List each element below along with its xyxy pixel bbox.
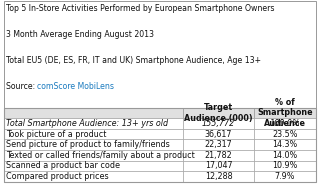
Text: Top 5 In-Store Activities Performed by European Smartphone Owners: Top 5 In-Store Activities Performed by E…	[6, 4, 274, 13]
Text: Took picture of a product: Took picture of a product	[6, 130, 107, 139]
Bar	[4, 139, 183, 150]
Text: Texted or called friends/family about a product: Texted or called friends/family about a …	[6, 151, 195, 160]
Text: 14.3%: 14.3%	[272, 140, 298, 149]
Bar	[254, 108, 316, 118]
Text: 10.9%: 10.9%	[272, 161, 298, 170]
Bar	[183, 171, 254, 182]
Text: 21,782: 21,782	[205, 151, 232, 160]
Text: Total EU5 (DE, ES, FR, IT and UK) Smartphone Audience, Age 13+: Total EU5 (DE, ES, FR, IT and UK) Smartp…	[6, 56, 261, 65]
Bar	[4, 108, 316, 182]
Bar	[183, 129, 254, 139]
Bar	[4, 108, 183, 118]
Text: 12,288: 12,288	[205, 172, 232, 181]
Bar	[4, 171, 183, 182]
Bar	[183, 139, 254, 150]
Bar	[183, 118, 254, 129]
Bar	[4, 150, 183, 161]
Text: Scanned a product bar code: Scanned a product bar code	[6, 161, 120, 170]
Text: Target
Audience (000): Target Audience (000)	[184, 103, 253, 123]
Text: 23.5%: 23.5%	[272, 130, 298, 139]
Text: 14.0%: 14.0%	[272, 151, 298, 160]
Bar	[4, 118, 183, 129]
Text: Compared product prices: Compared product prices	[6, 172, 109, 181]
Bar	[183, 161, 254, 171]
Bar	[254, 171, 316, 182]
Text: 155,772: 155,772	[202, 119, 235, 128]
Text: 100.0%: 100.0%	[270, 119, 300, 128]
Bar	[254, 161, 316, 171]
Text: Total Smartphone Audience: 13+ yrs old: Total Smartphone Audience: 13+ yrs old	[6, 119, 169, 128]
Text: 36,617: 36,617	[205, 130, 232, 139]
Text: Send picture of product to family/friends: Send picture of product to family/friend…	[6, 140, 170, 149]
Text: 22,317: 22,317	[205, 140, 232, 149]
Bar	[4, 161, 183, 171]
Bar	[4, 1, 316, 108]
Bar	[4, 129, 183, 139]
Text: Source:: Source:	[6, 82, 37, 91]
Bar	[254, 139, 316, 150]
Bar	[254, 129, 316, 139]
Bar	[183, 108, 254, 118]
Text: 17,047: 17,047	[205, 161, 232, 170]
Bar	[254, 118, 316, 129]
Text: 3 Month Average Ending August 2013: 3 Month Average Ending August 2013	[6, 30, 154, 39]
Bar	[254, 150, 316, 161]
Bar	[183, 150, 254, 161]
Text: % of
Smartphone
Audience: % of Smartphone Audience	[257, 98, 313, 128]
Text: comScore MobiLens: comScore MobiLens	[37, 82, 114, 91]
Text: 7.9%: 7.9%	[275, 172, 295, 181]
